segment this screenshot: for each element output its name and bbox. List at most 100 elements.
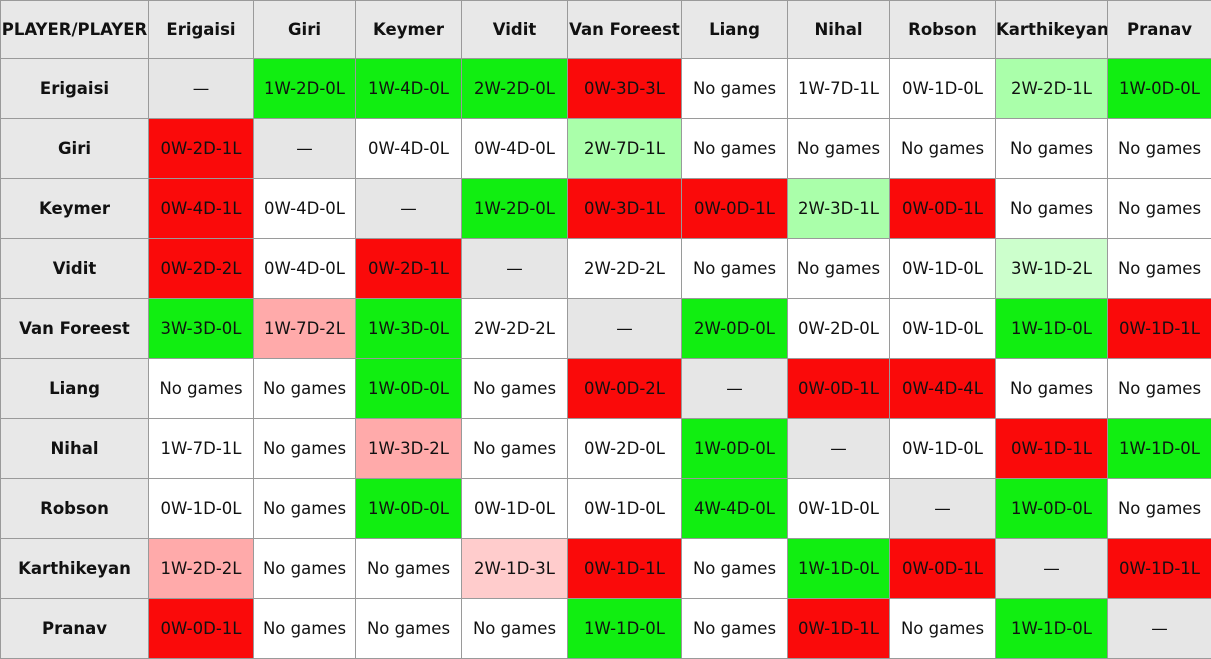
result-cell: 0W-3D-1L [567,178,682,239]
result-cell: 2W-2D-1L [995,58,1108,119]
result-cell: 0W-1D-1L [995,418,1108,479]
result-cell: — [1107,598,1211,659]
result-cell: 0W-3D-3L [567,58,682,119]
result-cell: 1W-7D-2L [253,298,356,359]
result-cell: 1W-0D-0L [995,478,1108,539]
result-cell: 0W-1D-0L [889,298,996,359]
result-cell: 2W-3D-1L [787,178,890,239]
result-cell: No games [253,358,356,419]
result-cell: No games [681,598,788,659]
result-cell: No games [148,358,254,419]
table-row: Giri 0W-2D-1L —0W-4D-0L 0W-4D-0L 2W-7D-1L No … [0,118,1211,179]
result-cell: No games [253,598,356,659]
result-cell: No games [1107,238,1211,299]
column-header: Giri [253,0,356,59]
result-cell: 1W-3D-2L [355,418,462,479]
result-cell: — [681,358,788,419]
result-cell: 2W-2D-0L [461,58,568,119]
column-header: Karthikeyan [995,0,1108,59]
result-cell: 1W-1D-0L [995,298,1108,359]
result-cell: 1W-2D-0L [461,178,568,239]
result-cell: — [889,478,996,539]
result-cell: 1W-1D-0L [995,598,1108,659]
column-header: Keymer [355,0,462,59]
row-header: Vidit [0,238,149,299]
column-header: Pranav [1107,0,1211,59]
result-cell: 2W-1D-3L [461,538,568,599]
result-cell: 0W-1D-0L [148,478,254,539]
column-header: Erigaisi [148,0,254,59]
result-cell: — [567,298,682,359]
result-cell: 0W-4D-0L [253,178,356,239]
result-cell: No games [1107,118,1211,179]
result-cell: No games [355,598,462,659]
table-row: Karthikeyan 1W-2D-2L No games No games 2W-1D… [0,538,1211,599]
result-cell: 1W-2D-0L [253,58,356,119]
result-cell: No games [355,538,462,599]
result-cell: — [995,538,1108,599]
row-header: Giri [0,118,149,179]
result-cell: 1W-7D-1L [148,418,254,479]
table-row: Pranav 0W-0D-1L No games No games No games 1W… [0,598,1211,659]
row-header: Liang [0,358,149,419]
table-row: Nihal 1W-7D-1L No games 1W-3D-2L No games 0W-… [0,418,1211,479]
row-header: Erigaisi [0,58,149,119]
column-header: Liang [681,0,788,59]
result-cell: 0W-0D-2L [567,358,682,419]
result-cell: No games [253,478,356,539]
result-cell: No games [995,118,1108,179]
result-cell: 0W-4D-0L [461,118,568,179]
result-cell: 0W-0D-1L [787,358,890,419]
result-cell: — [148,58,254,119]
result-cell: 2W-2D-2L [567,238,682,299]
result-cell: No games [995,358,1108,419]
row-header: Van Foreest [0,298,149,359]
column-header: Robson [889,0,996,59]
table-row: Robson 0W-1D-0L No games 1W-0D-0L 0W-1D-0L 0W… [0,478,1211,539]
result-cell: No games [995,178,1108,239]
result-cell: No games [787,238,890,299]
table-row: Erigaisi —1W-2D-0L 1W-4D-0L 2W-2D-0L 0W-3D-3… [0,58,1211,119]
result-cell: 0W-4D-4L [889,358,996,419]
result-cell: 0W-0D-1L [681,178,788,239]
table-row: Van Foreest 3W-3D-0L 1W-7D-2L 1W-3D-0L 2W-2D… [0,298,1211,359]
result-cell: 0W-2D-1L [355,238,462,299]
table-row: Keymer 0W-4D-1L 0W-4D-0L —1W-2D-0L 0W-3D-1L 0… [0,178,1211,239]
result-cell: 0W-4D-0L [253,238,356,299]
result-cell: 0W-0D-1L [889,538,996,599]
result-cell: 0W-2D-1L [148,118,254,179]
result-cell: 1W-1D-0L [787,538,890,599]
result-cell: — [355,178,462,239]
result-cell: No games [1107,178,1211,239]
result-cell: 0W-4D-0L [355,118,462,179]
result-cell: No games [1107,358,1211,419]
result-cell: No games [461,598,568,659]
result-cell: 0W-0D-1L [889,178,996,239]
result-cell: 0W-4D-1L [148,178,254,239]
result-cell: 1W-2D-2L [148,538,254,599]
row-header: Keymer [0,178,149,239]
column-header: Nihal [787,0,890,59]
result-cell: No games [461,358,568,419]
result-cell: — [461,238,568,299]
result-cell: 0W-0D-1L [148,598,254,659]
result-cell: 4W-4D-0L [681,478,788,539]
column-header: Van Foreest [567,0,682,59]
result-cell: 1W-0D-0L [355,478,462,539]
result-cell: 0W-1D-0L [889,238,996,299]
result-cell: 0W-2D-2L [148,238,254,299]
result-cell: 0W-1D-0L [889,58,996,119]
row-header: Pranav [0,598,149,659]
result-cell: No games [253,538,356,599]
result-cell: No games [787,118,890,179]
result-cell: 0W-1D-0L [787,478,890,539]
result-cell: No games [461,418,568,479]
table-row: Vidit 0W-2D-2L 0W-4D-0L 0W-2D-1L —2W-2D-2L No… [0,238,1211,299]
result-cell: 2W-2D-2L [461,298,568,359]
result-cell: 0W-2D-0L [787,298,890,359]
result-cell: 1W-1D-0L [567,598,682,659]
result-cell: 2W-7D-1L [567,118,682,179]
result-cell: No games [253,418,356,479]
